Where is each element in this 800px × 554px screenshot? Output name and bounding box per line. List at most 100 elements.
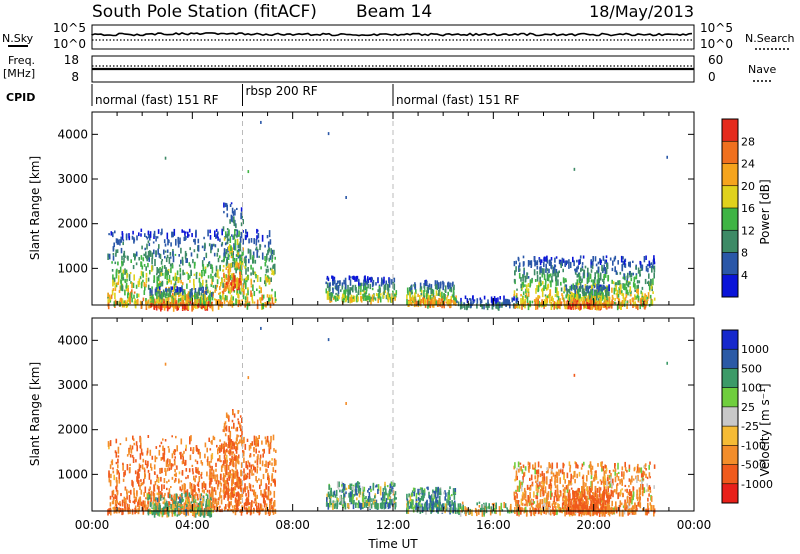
range-gate-cell [197, 502, 200, 506]
range-gate-cell [417, 502, 420, 508]
range-gate-cell [228, 442, 230, 449]
range-gate-cell [236, 277, 239, 283]
range-gate-cell [543, 268, 545, 275]
range-gate-cell [179, 287, 182, 293]
range-gate-cell [197, 289, 200, 296]
range-gate-cell [570, 284, 573, 291]
range-gate-cell [119, 266, 122, 273]
range-gate-cell [425, 505, 427, 511]
range-gate-cell [627, 282, 630, 288]
range-gate-cell [579, 276, 582, 282]
range-gate-cell [621, 292, 623, 296]
range-gate-cell [179, 452, 181, 455]
range-gate-cell [210, 493, 212, 499]
range-gate-cell [388, 503, 391, 507]
range-gate-cell [451, 500, 453, 506]
range-gate-cell [266, 435, 269, 443]
range-gate-cell [231, 451, 233, 456]
range-gate-cell [224, 475, 227, 478]
range-gate-cell [175, 435, 177, 439]
range-gate-cell [556, 299, 559, 305]
nave-tick-bottom: 0 [708, 70, 716, 84]
range-gate-cell [440, 504, 443, 511]
range-gate-cell [162, 497, 165, 500]
range-gate-cell [585, 285, 587, 292]
range-gate-cell [154, 472, 156, 475]
range-gate-cell [165, 499, 167, 503]
range-gate-cell [437, 300, 439, 307]
range-gate-cell [193, 239, 195, 243]
range-gate-cell [516, 505, 518, 510]
range-gate-cell [141, 245, 143, 250]
range-gate-cell [536, 285, 538, 291]
range-gate-cell [352, 486, 355, 493]
range-gate-cell [256, 303, 259, 310]
range-gate-cell [118, 472, 120, 480]
colorbar-swatch [722, 230, 738, 253]
range-gate-cell [490, 506, 492, 513]
range-gate-cell [116, 249, 119, 253]
range-gate-cell [269, 267, 272, 271]
range-gate-cell [119, 443, 122, 446]
range-gate-cell [139, 300, 142, 305]
range-gate-cell [327, 277, 330, 282]
range-gate-cell [432, 292, 435, 299]
range-gate-cell [451, 300, 453, 303]
range-gate-cell [206, 286, 209, 290]
range-gate-cell [253, 446, 255, 453]
range-gate-cell [429, 294, 432, 300]
range-gate-cell [515, 300, 518, 304]
range-gate-cell [437, 282, 440, 288]
range-gate-cell [171, 509, 174, 517]
range-gate-cell [451, 494, 453, 497]
range-gate-cell [448, 300, 451, 304]
range-gate-cell [114, 300, 117, 304]
range-gate-cell [407, 301, 410, 305]
range-gate-cell [233, 261, 236, 267]
range-gate-cell [235, 267, 237, 274]
range-gate-cell [615, 270, 618, 275]
range-gate-cell [171, 435, 173, 438]
range-gate-cell [210, 302, 212, 307]
range-gate-cell [161, 457, 164, 460]
range-gate-cell [230, 509, 233, 512]
range-gate-cell [223, 446, 225, 452]
range-gate-cell [273, 448, 275, 452]
freq-label: Freq. [8, 54, 35, 67]
range-gate-cell [119, 239, 121, 246]
range-gate-cell [223, 252, 225, 258]
range-gate-cell [629, 261, 631, 268]
range-gate-cell [128, 274, 131, 281]
range-gate-cell [133, 499, 136, 505]
y-tick-label: 2000 [57, 217, 88, 231]
range-gate-cell [190, 435, 192, 442]
range-gate-cell [221, 228, 223, 236]
range-gate-cell [201, 245, 204, 249]
range-gate-cell [240, 222, 243, 227]
range-gate-cell [587, 295, 590, 300]
range-gate-cell [518, 268, 521, 272]
range-gate-cell [199, 501, 201, 505]
range-gate-cell [227, 414, 229, 419]
range-gate-cell [219, 439, 221, 442]
range-gate-cell [271, 475, 273, 482]
range-gate-cell [568, 288, 571, 294]
range-gate-cell [133, 442, 136, 446]
range-gate-cell [197, 244, 200, 252]
range-gate-cell [370, 297, 372, 305]
range-gate-cell [353, 295, 356, 302]
range-gate-cell [207, 301, 210, 307]
range-gate-cell [186, 271, 188, 274]
range-gate-cell [245, 493, 247, 497]
range-gate-cell [180, 259, 182, 264]
range-gate-cell [265, 460, 267, 468]
range-gate-cell [248, 482, 251, 489]
range-gate-cell [356, 493, 358, 496]
range-gate-cell [354, 483, 357, 487]
range-gate-cell [266, 253, 268, 261]
range-gate-cell [565, 279, 567, 283]
range-gate-cell [154, 455, 157, 463]
range-gate-cell [592, 295, 595, 299]
range-gate-cell [212, 291, 214, 294]
range-gate-cell [156, 474, 159, 479]
